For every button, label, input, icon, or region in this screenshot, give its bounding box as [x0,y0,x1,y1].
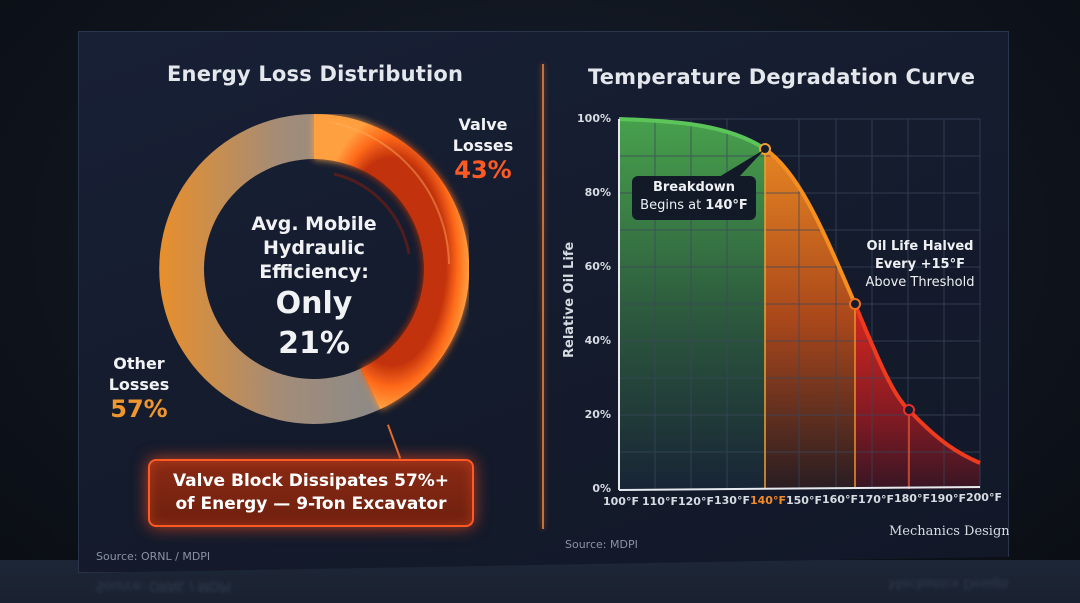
brand-reflection: Mechanics Design [888,576,1009,591]
callout-line-2: of Energy — 9-Ton Excavator [175,494,447,514]
donut-chart [159,114,469,424]
y-tick-100: 100% [577,112,611,125]
breakdown-line-1: Breakdown [652,180,736,195]
x-tick-110: 110°F [642,495,678,508]
valve-label-line1: Valve [458,115,508,134]
x-axis [618,486,981,491]
valve-label-line2: Losses [452,136,514,155]
x-tick-150: 150°F [786,494,822,507]
warning-zone-area [765,149,855,489]
breakdown-line-2-prefix: Begins at [640,198,706,213]
valve-losses-label: Valve Losses 43% [445,114,521,184]
center-line-3: Efficiency: [259,261,369,283]
valve-losses-pct: 43% [454,156,512,184]
panel-divider [542,64,544,529]
donut-center-label: Avg. Mobile Hydraulic Efficiency: Only 2… [239,212,389,364]
danger-zone-area [855,304,980,489]
x-tick-190: 190°F [930,492,966,505]
marker-180f [903,404,915,416]
x-tick-200: 200°F [966,491,1002,504]
y-axis-title: Relative Oil Life [562,241,577,358]
left-source: Source: ORNL / MDPI [96,550,211,563]
x-tick-100: 100°F [603,495,639,508]
halved-line-2: Every +15°F [875,257,965,272]
breakdown-temperature: 140°F [705,198,748,213]
center-line-2: Hydraulic [263,237,365,259]
y-tick-40: 40% [584,334,611,347]
x-tick-160: 160°F [822,493,858,506]
y-tick-0: 0% [592,482,611,495]
efficiency-value: Only 21% [275,286,353,361]
curve-warning [763,147,857,305]
x-tick-180: 180°F [894,492,930,505]
other-losses-pct: 57% [110,395,168,423]
brand-logo: Mechanics Design [889,524,1010,539]
y-tick-20: 20% [584,408,611,421]
halved-annotation: Oil Life Halved Every +15°F Above Thresh… [845,238,995,292]
curve-safe [618,117,767,151]
other-label-line1: Other [113,354,165,373]
valve-block-callout: Valve Block Dissipates 57%+ of Energy — … [148,459,474,527]
halved-line-3: Above Threshold [865,275,975,290]
infographic-board: Energy Loss Distribution Avg. M [78,31,1009,573]
other-losses-label: Other Losses 57% [99,353,179,423]
x-tick-170: 170°F [858,493,894,506]
center-line-1: Avg. Mobile [251,213,377,235]
breakdown-annotation: Breakdown Begins at 140°F [632,176,756,220]
marker-165f [849,298,861,310]
y-tick-80: 80% [584,186,611,199]
left-panel-title: Energy Loss Distribution [167,62,464,86]
other-label-line2: Losses [108,375,170,394]
valve-losses-segment [314,114,469,410]
degradation-chart [618,117,981,491]
annotation-pointer [719,149,765,177]
x-tick-130: 130°F [714,494,750,507]
x-tick-140: 140°F [750,494,786,507]
x-tick-120: 120°F [678,495,714,508]
source-reflection: Source: ORNL / MDPI [96,578,231,593]
halved-line-1: Oil Life Halved [866,239,974,254]
other-losses-segment [159,114,381,424]
right-source: Source: MDPI [565,538,638,551]
callout-line-1: Valve Block Dissipates 57%+ [172,471,450,491]
y-tick-60: 60% [584,260,611,273]
right-panel-title: Temperature Degradation Curve [588,65,976,89]
